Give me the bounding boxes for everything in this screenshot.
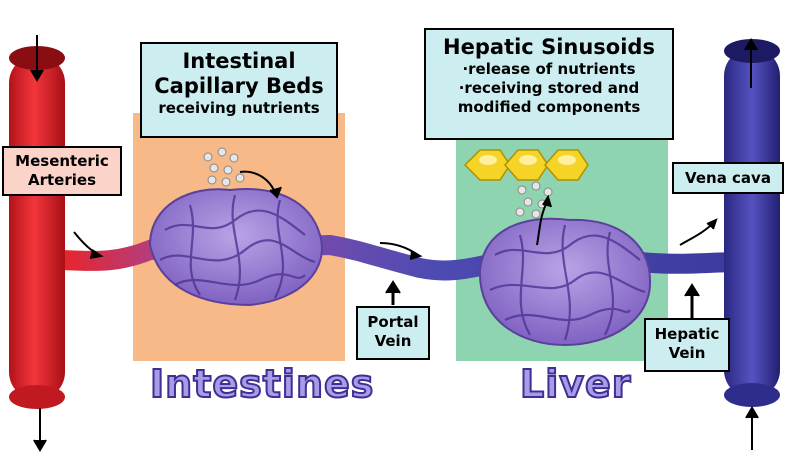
portal-line2: Vein — [374, 332, 412, 350]
mesenteric-line1: Mesenteric — [15, 152, 109, 170]
hepatic-vein-label: Hepatic Vein — [644, 318, 730, 372]
hepatic-sinusoids-label: Hepatic Sinusoids ·release of nutrients … — [424, 28, 674, 140]
hepatic-vein-line2: Vein — [668, 344, 706, 362]
hepatic-sinusoids-title: Hepatic Sinusoids — [443, 35, 655, 59]
nutrient-particles-intestine — [203, 147, 245, 187]
hepatic-bullet-1: ·release of nutrients — [462, 60, 636, 78]
intestinal-subtitle: receiving nutrients — [158, 99, 320, 117]
mesenteric-line2: Arteries — [28, 171, 96, 189]
vena-cava — [724, 48, 780, 398]
intestinal-title-line2: Capillary Beds — [154, 74, 324, 98]
flow-arrows — [30, 35, 759, 452]
hepatocytes — [463, 149, 589, 181]
intestinal-capillary-bed — [148, 188, 323, 307]
intestinal-capillary-beds-label: Intestinal Capillary Beds receiving nutr… — [140, 42, 338, 138]
vena-cava-label: Vena cava — [672, 162, 784, 194]
mesenteric-arteries-label: Mesenteric Arteries — [2, 146, 122, 196]
hepatic-vein-line1: Hepatic — [654, 325, 720, 343]
hepatic-bullet-3: modified components — [457, 98, 641, 116]
intestinal-title-line1: Intestinal — [182, 49, 296, 73]
liver-caption: Liver — [519, 361, 632, 407]
liver-capillary-bed — [478, 217, 652, 347]
artery — [9, 55, 65, 400]
hepatic-bullet-2: ·receiving stored and — [458, 79, 640, 97]
intestines-caption: Intestines — [149, 361, 375, 407]
portal-line1: Portal — [367, 313, 419, 331]
portal-vessel — [52, 234, 750, 281]
vena-cava-text: Vena cava — [685, 169, 771, 187]
portal-vein-label: Portal Vein — [356, 306, 430, 360]
